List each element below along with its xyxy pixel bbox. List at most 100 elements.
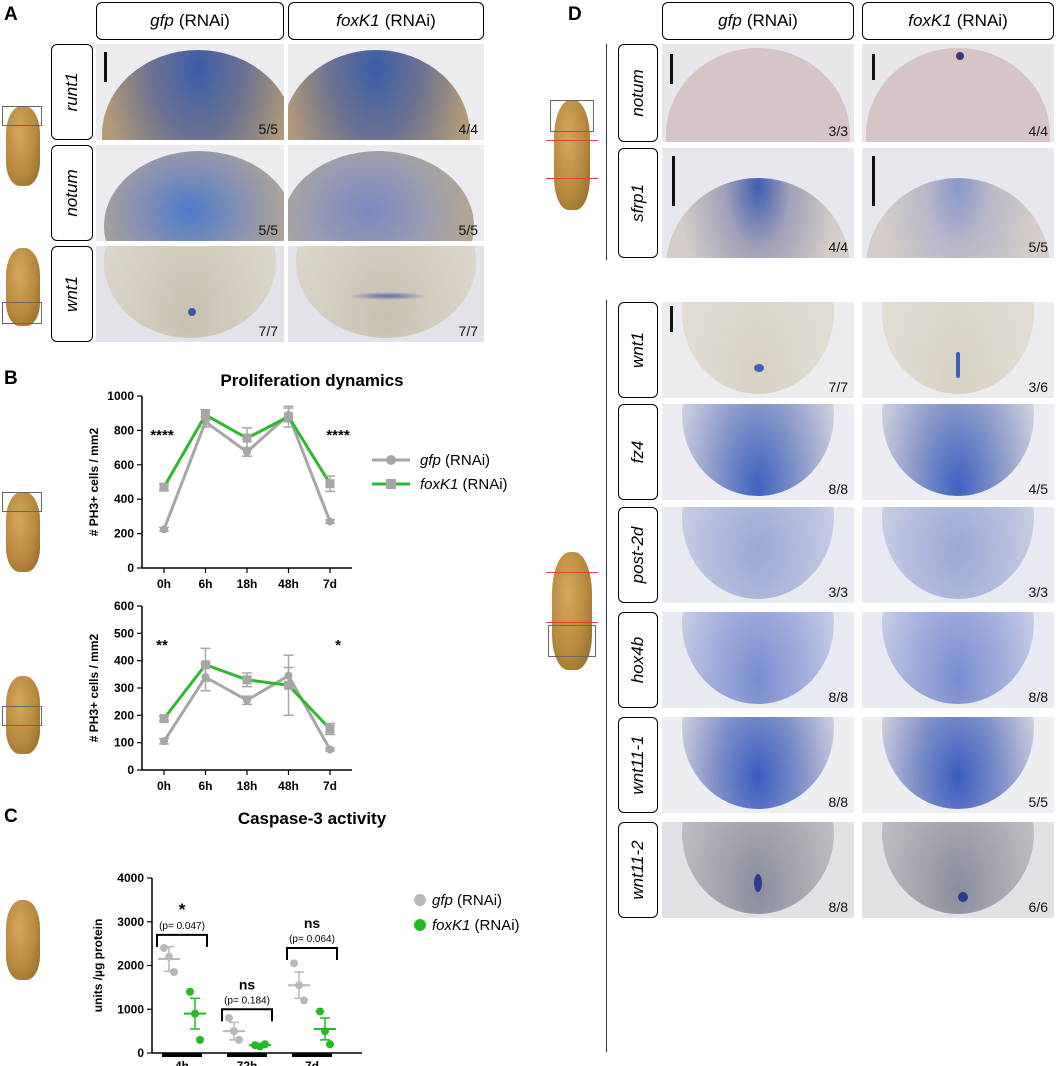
worm-icon (6, 248, 40, 326)
count-label: 4/5 (1028, 481, 1048, 497)
legend-label-gfp: gfp (RNAi) (432, 892, 502, 909)
x-tick-label: 18h (237, 779, 258, 790)
legend-label-gfp: gfp (RNAi) (420, 452, 490, 469)
significance-marker: **** (150, 427, 174, 444)
p-value-label: (p= 0.064) (289, 934, 335, 945)
legend-marker-foxk1 (414, 919, 426, 931)
scale-bar (672, 156, 675, 206)
legend-marker-gfp (386, 455, 396, 465)
data-point (284, 680, 293, 690)
data-point (201, 660, 210, 670)
y-tick-label: 200 (114, 527, 134, 541)
count-label: 8/8 (828, 689, 848, 705)
data-point (170, 968, 178, 977)
proliferation-charts: Proliferation dynamics 02004006008001000… (87, 371, 508, 790)
y-tick-label: 1000 (107, 389, 134, 403)
micrograph-sfrp1-gfp: 4/4 (662, 148, 854, 258)
data-point (295, 981, 303, 990)
data-point (326, 1040, 334, 1049)
y-tick-label: 600 (114, 458, 134, 472)
worm-icon (6, 676, 40, 754)
y-tick-label: 100 (114, 736, 134, 750)
data-point (284, 412, 293, 422)
data-point (235, 1035, 243, 1044)
cut-line (546, 178, 598, 179)
significance-bracket (221, 1008, 273, 1022)
count-label: 3/3 (828, 584, 848, 600)
data-point (321, 1027, 329, 1036)
micrograph-wnt11-1-foxk1: 5/5 (862, 717, 1054, 813)
data-point (160, 737, 168, 746)
micrograph-post-2d-foxk1: 3/3 (862, 507, 1054, 603)
p-value-label: (p= 0.184) (224, 995, 270, 1006)
count-label: 6/6 (1028, 899, 1048, 915)
data-point (242, 675, 252, 685)
micrograph-wnt11-1-gfp: 8/8 (662, 717, 854, 813)
x-tick-label: 0h (157, 577, 171, 591)
significance-marker: ns (304, 915, 321, 931)
rnai-suffix: (RNAi) (956, 11, 1008, 30)
cut-line (546, 622, 598, 623)
count-label: 5/5 (458, 222, 478, 238)
y-tick-label: 500 (114, 626, 134, 640)
x-tick-label: 72h (237, 1059, 258, 1066)
y-tick-label: 3000 (117, 915, 144, 929)
data-point (326, 517, 334, 526)
rnai-suffix: (RNAi) (384, 11, 436, 30)
gene-label: runt1 (62, 72, 81, 112)
worm-icon (6, 900, 40, 980)
legend-marker-gfp (414, 894, 426, 906)
count-label: 4/4 (828, 239, 848, 255)
panel-label-c: C (4, 806, 18, 827)
posterior-crop-box (548, 625, 596, 657)
significance-bracket (286, 947, 338, 960)
x-tick-label: 6h (198, 577, 212, 591)
x-tick-label: 7d (323, 779, 337, 790)
count-label: 4/4 (458, 121, 478, 137)
count-label: 5/5 (1028, 239, 1048, 255)
data-point (159, 482, 169, 492)
data-point (165, 952, 173, 961)
data-point (300, 996, 308, 1005)
micrograph-wnt1-gfp: 7/7 (662, 302, 854, 398)
row-label-notum: notum (51, 145, 93, 241)
data-point (160, 944, 168, 952)
gene-label: wnt1 (62, 276, 81, 312)
gene-label: post-2d (628, 526, 647, 584)
y-axis-label: # PH3+ cells / mm2 (87, 427, 101, 536)
micrograph-wnt1-foxk1: 7/7 (288, 246, 484, 342)
chart-title: Proliferation dynamics (220, 371, 403, 390)
data-point (326, 745, 334, 754)
row-label-sfrp1: sfrp1 (618, 148, 658, 258)
data-point (201, 410, 210, 420)
panel-label-b: B (4, 368, 18, 389)
count-label: 4/4 (1028, 123, 1048, 139)
significance-marker: ** (156, 637, 168, 654)
p-value-label: (p= 0.047) (159, 921, 205, 932)
row-label-notum-d: notum (618, 44, 658, 142)
x-tick-label: 4h (175, 1059, 189, 1066)
legend-suffix: (RNAi) (445, 452, 490, 469)
significance-marker: * (179, 900, 186, 919)
chart-proliferation-anterior: 0 200 400 600 800 1000 0h 6h 18h 48h 7d # PH3+ cell… (87, 389, 352, 591)
legend-gene: gfp (420, 452, 441, 469)
y-tick-label: 800 (114, 423, 134, 437)
gene-name: gfp (718, 11, 742, 30)
legend-suffix: (RNAi) (475, 917, 520, 934)
significance-marker: ns (239, 976, 256, 992)
micrograph-wnt11-2-foxk1: 6/6 (862, 822, 1054, 918)
gene-label: wnt11-1 (628, 735, 647, 795)
legend-marker-foxk1 (386, 479, 396, 489)
scale-bar (670, 306, 673, 332)
x-tick-label: 48h (278, 577, 299, 591)
row-label-wnt1: wnt1 (51, 246, 93, 342)
micrograph-hox4b-foxk1: 8/8 (862, 612, 1054, 708)
micrograph-hox4b-gfp: 8/8 (662, 612, 854, 708)
chart-caspase-activity: 0 1000 2000 3000 4000 units /µg protein 4h * (p=… (91, 871, 362, 1066)
posterior-crop-box (2, 706, 42, 726)
scale-bar (872, 156, 875, 206)
count-label: 7/7 (258, 323, 278, 339)
row-label-hox4b: hox4b (618, 612, 658, 708)
data-point (159, 714, 169, 724)
count-label: 7/7 (458, 323, 478, 339)
